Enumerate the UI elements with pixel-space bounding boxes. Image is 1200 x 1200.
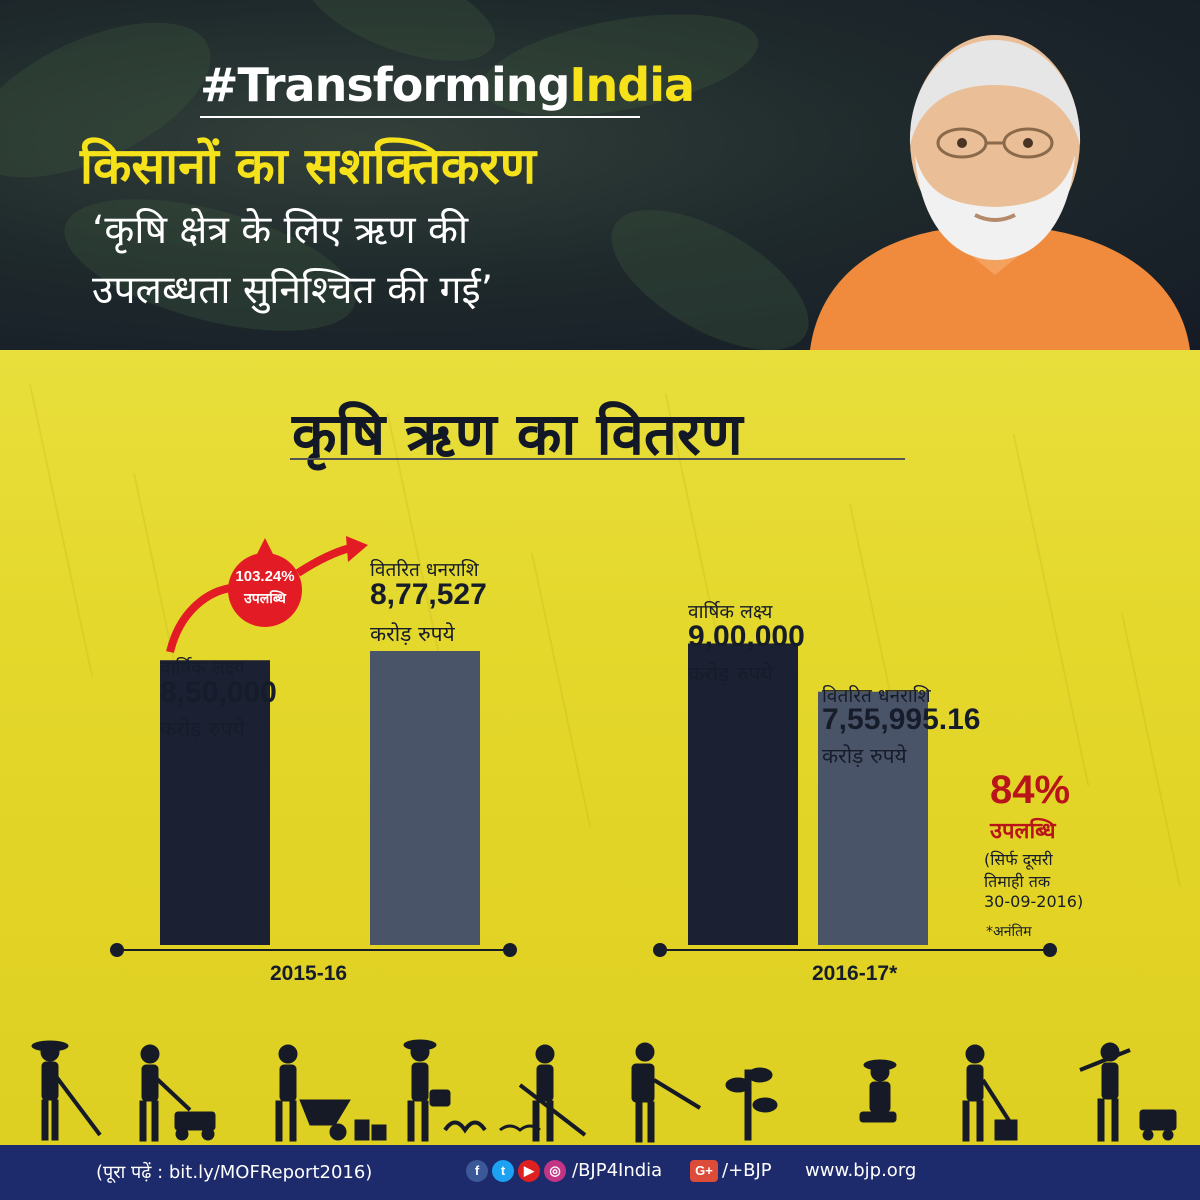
website-link[interactable]: www.bjp.org: [805, 1160, 917, 1181]
target-unit-2015-16: करोड़ रुपये: [160, 717, 245, 741]
farmer-watering-icon: [403, 1039, 487, 1142]
farmer-raking-icon: [499, 1044, 587, 1142]
disbursed-unit-2016-17: करोड़ रुपये: [822, 744, 907, 768]
target-unit-2016-17: करोड़ रुपये: [688, 662, 773, 686]
report-link[interactable]: (पूरा पढ़ें : bit.ly/MOFReport2016): [96, 1162, 373, 1183]
footer-bar: (पूरा पढ़ें : bit.ly/MOFReport2016) f t …: [0, 1145, 1200, 1200]
header-banner: #TransformingIndia किसानों का सशक्तिकरण …: [0, 0, 1200, 350]
achievement-label-2016-17: उपलब्धि: [990, 819, 1056, 844]
bar-target-2016-17: [688, 643, 798, 945]
hashtag-part2: India: [569, 58, 695, 112]
target-label-2015-16: वार्षिक लक्ष्य: [160, 657, 245, 679]
farmer-spraying-icon: [631, 1042, 702, 1143]
section-title-underline: [290, 458, 905, 460]
disbursed-unit-2015-16: करोड़ रुपये: [370, 622, 455, 646]
farmer-sickle-icon: [962, 1044, 1018, 1142]
farmer-wheelbarrow-icon: [275, 1044, 387, 1142]
section-title: कृषि ऋण का वितरण: [292, 400, 743, 468]
year-label-2016-17: 2016-17*: [812, 962, 898, 985]
instagram-icon[interactable]: ◎: [544, 1160, 566, 1182]
disbursed-value-2015-16: 8,77,527: [370, 578, 487, 611]
youtube-icon[interactable]: ▶: [518, 1160, 540, 1182]
bar-target-2015-16: [160, 660, 270, 945]
farmer-planting-icon: [725, 1059, 897, 1141]
headline: किसानों का सशक्तिकरण: [80, 137, 537, 195]
note-line-3: 30-09-2016): [984, 892, 1084, 911]
provisional-footnote: *अनंतिम: [986, 924, 1032, 940]
hashtag-part1: #Transforming: [200, 58, 570, 112]
farmer-mower-icon: [139, 1044, 216, 1142]
farmer-hoeing-icon: [31, 1040, 102, 1141]
disbursed-label-2016-17: वितरित धनराशि: [822, 685, 931, 707]
target-value-2016-17: 9,00,000: [688, 620, 805, 653]
quote-line-1: ‘कृषि क्षेत्र के लिए ऋण की: [92, 208, 469, 253]
facebook-icon[interactable]: f: [466, 1160, 488, 1182]
social-handle[interactable]: /BJP4India: [572, 1160, 663, 1181]
note-line-1: (सिर्फ दूसरी: [984, 850, 1053, 869]
disbursed-label-2015-16: वितरित धनराशि: [370, 559, 479, 581]
achievement-percent-2016-17: 84%: [990, 768, 1071, 812]
achievement-arrow: [166, 536, 368, 654]
bar-disbursed-2015-16: [370, 651, 480, 945]
note-line-2: तिमाही तक: [984, 872, 1051, 891]
farmer-cart-icon: [1079, 1042, 1177, 1142]
achievement-label-2015-16: उपलब्धि: [244, 591, 286, 607]
target-value-2015-16: 8,50,000: [160, 676, 277, 709]
disbursed-value-2016-17: 7,55,995.16: [822, 703, 981, 736]
gplus-handle[interactable]: /+BJP: [722, 1160, 772, 1181]
google-plus-icon[interactable]: G+: [690, 1160, 718, 1182]
leader-portrait: [810, 35, 1190, 350]
axis-2015-16: [110, 943, 517, 957]
target-label-2016-17: वार्षिक लक्ष्य: [688, 601, 773, 623]
bar-disbursed-2016-17: [818, 691, 928, 945]
year-label-2015-16: 2015-16: [270, 962, 348, 985]
twitter-icon[interactable]: t: [492, 1160, 514, 1182]
axis-2016-17: [653, 943, 1057, 957]
hashtag-underline: [200, 116, 640, 118]
farmer-silhouettes: [31, 1039, 1177, 1143]
achievement-percent-2015-16: 103.24%: [235, 568, 295, 585]
quote-line-2: उपलब्धता सुनिश्चित की गई’: [92, 268, 494, 313]
hashtag: #TransformingIndia: [200, 58, 695, 112]
